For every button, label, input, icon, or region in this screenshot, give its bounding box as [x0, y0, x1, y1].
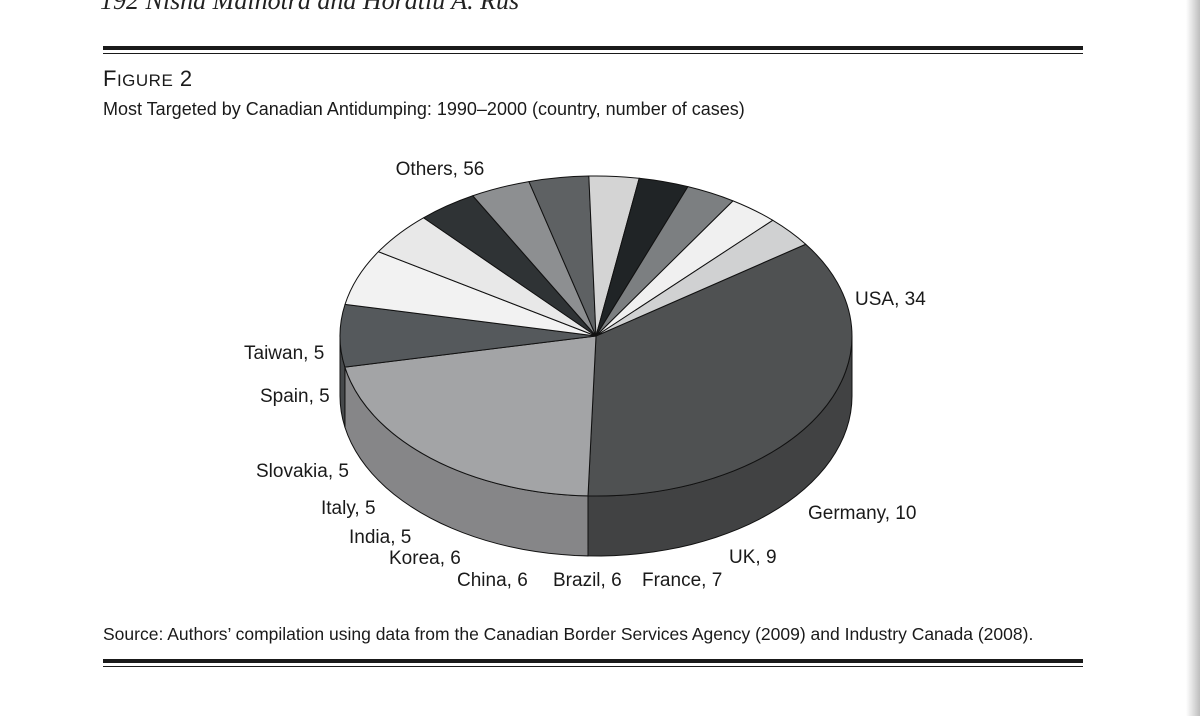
figure-title: Most Targeted by Canadian Antidumping: 1…	[103, 99, 745, 119]
figure-label: FIGURE 2	[103, 66, 193, 92]
slice-label-france: France, 7	[642, 570, 722, 591]
top-rule	[103, 46, 1083, 54]
slice-label-india: India, 5	[349, 527, 411, 548]
slice-label-italy: Italy, 5	[321, 498, 376, 519]
pie-labels: Others, 56 USA, 34 Germany, 10 UK, 9 France,…	[244, 159, 926, 591]
pie-slice-others	[587, 243, 853, 497]
slice-label-germany: Germany, 10	[808, 503, 916, 524]
figure-label-number: 2	[179, 66, 193, 91]
slice-label-taiwan: Taiwan, 5	[244, 343, 324, 364]
pie-tops	[339, 175, 853, 497]
slice-label-slovakia: Slovakia, 5	[256, 461, 349, 482]
running-head: 192 Nisha Malhotra and Horatiu A. Rus	[100, 0, 520, 15]
slice-label-china: China, 6	[457, 570, 528, 591]
pie-slice-taiwan	[595, 219, 807, 337]
slice-label-others: Others, 56	[396, 159, 485, 180]
figure-label-cap: F	[103, 66, 117, 91]
figure-label-rest: IGURE	[116, 71, 174, 90]
slice-label-uk: UK, 9	[729, 547, 777, 568]
slice-label-spain: Spain, 5	[260, 386, 330, 407]
slice-label-brazil: Brazil, 6	[553, 570, 622, 591]
bottom-rule	[103, 659, 1083, 667]
slice-label-korea: Korea, 6	[389, 548, 461, 569]
slice-label-usa: USA, 34	[855, 289, 926, 310]
page-edge-shadow	[1186, 0, 1200, 716]
source-note: Source: Authors’ compilation using data …	[103, 624, 1034, 644]
pie-slice-usa	[344, 335, 597, 497]
